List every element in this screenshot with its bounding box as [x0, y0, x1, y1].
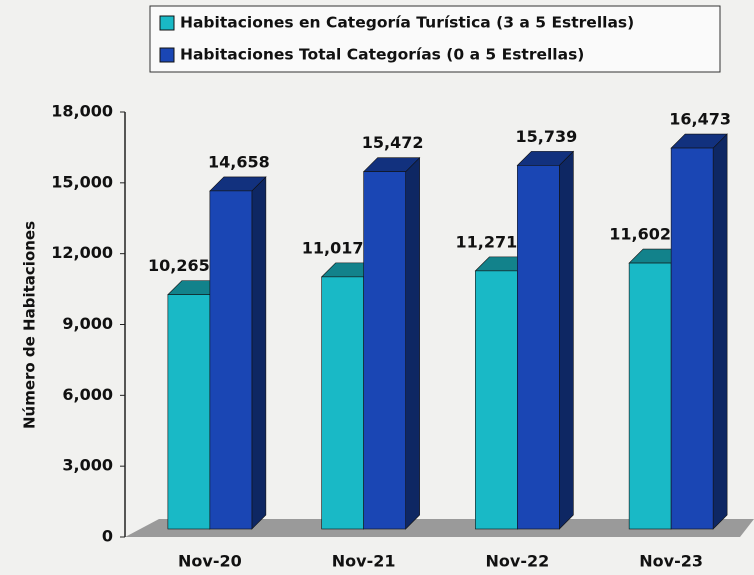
legend-swatch	[159, 15, 175, 31]
y-tick-label: 0	[102, 527, 113, 546]
bar	[167, 294, 211, 530]
floor	[125, 519, 754, 537]
legend-box	[149, 5, 721, 73]
y-tick-label: 12,000	[51, 243, 113, 262]
bar	[670, 147, 714, 530]
bar-side	[251, 176, 267, 530]
bar	[321, 276, 364, 530]
y-tick-label: 15,000	[51, 172, 113, 191]
value-label: 10,265	[148, 256, 210, 275]
value-label: 15,739	[516, 127, 578, 146]
value-label: 16,473	[669, 110, 731, 129]
y-axis-label: Número de Habitaciones	[21, 221, 39, 429]
legend-label: Habitaciones Total Categorías (0 a 5 Est…	[180, 46, 584, 64]
y-tick-label: 9,000	[62, 314, 113, 333]
value-label: 15,472	[362, 133, 424, 152]
bar	[517, 165, 560, 530]
y-tick-label: 3,000	[62, 456, 113, 475]
bar	[628, 262, 672, 530]
bar	[209, 190, 253, 530]
bar	[475, 270, 518, 530]
x-tick-label: Nov-20	[178, 552, 242, 571]
value-label: 11,017	[302, 238, 364, 257]
x-tick-label: Nov-23	[639, 552, 703, 571]
x-tick-label: Nov-21	[332, 552, 396, 571]
legend-swatch	[159, 47, 175, 63]
bar-side	[559, 150, 574, 530]
legend-label: Habitaciones en Categoría Turística (3 a…	[180, 14, 634, 32]
bar	[363, 171, 406, 530]
bar-side	[712, 133, 728, 530]
value-label: 14,658	[208, 152, 270, 171]
value-label: 11,602	[609, 225, 671, 244]
bar-side	[405, 156, 420, 530]
value-label: 11,271	[456, 232, 518, 251]
y-tick-label: 18,000	[51, 102, 113, 121]
x-tick-label: Nov-22	[486, 552, 550, 571]
y-tick-label: 6,000	[62, 385, 113, 404]
